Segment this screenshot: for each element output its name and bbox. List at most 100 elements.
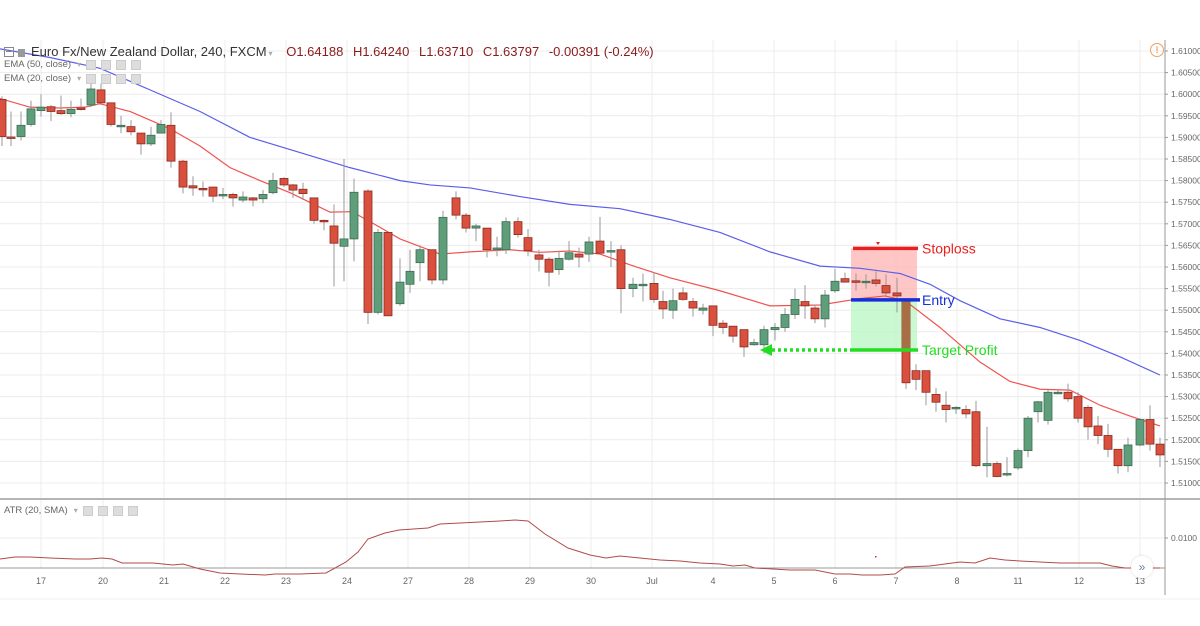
- chevron-down-icon[interactable]: ▾: [73, 506, 78, 515]
- candle: [616, 245, 626, 314]
- date-tick: 28: [464, 576, 474, 586]
- candle: [961, 405, 971, 419]
- candle: [373, 228, 383, 315]
- date-tick: 11: [1013, 576, 1022, 586]
- eye-icon[interactable]: [86, 73, 97, 84]
- candle: [1155, 437, 1165, 468]
- candle: [770, 323, 780, 341]
- date-tick: 5: [771, 576, 776, 586]
- chevron-down-icon[interactable]: ▾: [268, 49, 273, 58]
- price-tick: 1.56500: [1171, 240, 1200, 250]
- ema20-label[interactable]: EMA (20, close): [4, 73, 72, 84]
- plus-icon[interactable]: [116, 59, 127, 70]
- candle: [941, 391, 951, 423]
- candle: [658, 290, 668, 319]
- candle: [800, 285, 810, 319]
- candle: [718, 320, 728, 334]
- gear-icon[interactable]: [101, 59, 112, 70]
- date-tick: 30: [586, 576, 596, 586]
- date-tick: 17: [36, 576, 46, 586]
- candle: [749, 338, 759, 346]
- candle: [911, 364, 921, 391]
- ema50-label[interactable]: EMA (50, close): [4, 59, 72, 70]
- candle: [471, 223, 481, 242]
- candle: [178, 159, 188, 194]
- price-tick: 1.61000: [1171, 46, 1200, 56]
- candle: [0, 96, 7, 147]
- date-tick: 24: [342, 576, 352, 586]
- price-tick: 1.59000: [1171, 132, 1200, 142]
- price-tick: 1.60500: [1171, 68, 1200, 78]
- candle: [96, 83, 106, 105]
- candle: [739, 329, 749, 357]
- candle: [584, 236, 594, 262]
- close-icon[interactable]: [127, 505, 138, 516]
- price-tick: 1.60000: [1171, 89, 1200, 99]
- atr-label[interactable]: ATR (20, SMA): [4, 505, 68, 516]
- candle: [106, 102, 116, 127]
- date-tick: 20: [98, 576, 108, 586]
- collapse-icon[interactable]: [4, 47, 14, 57]
- ema50-legend[interactable]: EMA (50, close) ▾: [4, 59, 142, 70]
- date-tick: 29: [525, 576, 535, 586]
- candle: [298, 182, 308, 201]
- candle: [339, 159, 349, 282]
- candle: [156, 120, 166, 134]
- candle: [438, 210, 448, 285]
- candle: [628, 277, 638, 298]
- close-icon[interactable]: [131, 59, 142, 70]
- eye-icon[interactable]: [82, 505, 93, 516]
- plus-icon[interactable]: [112, 505, 123, 516]
- candle: [810, 304, 820, 324]
- candle: [1013, 448, 1023, 471]
- candle: [574, 247, 584, 268]
- candle: [951, 406, 961, 414]
- date-tick: 6: [832, 576, 837, 586]
- gear-icon[interactable]: [97, 505, 108, 516]
- plus-icon[interactable]: [116, 73, 127, 84]
- date-tick: 21: [159, 576, 169, 586]
- candle: [116, 115, 126, 134]
- ema20-legend[interactable]: EMA (20, close) ▾: [4, 73, 142, 84]
- candle: [881, 274, 891, 298]
- chevron-down-icon[interactable]: ▾: [77, 60, 82, 69]
- chevron-down-icon[interactable]: ▾: [77, 74, 82, 83]
- high-value: H1.64240: [352, 44, 410, 59]
- candle: [638, 273, 648, 302]
- price-tick: 1.54500: [1171, 327, 1200, 337]
- candle: [6, 111, 16, 147]
- candle: [564, 241, 574, 261]
- atr-legend[interactable]: ATR (20, SMA) ▾: [4, 505, 138, 516]
- candle: [606, 241, 616, 267]
- warning-icon[interactable]: !: [1150, 43, 1164, 57]
- candle: [146, 126, 156, 147]
- entry-label: Entry: [922, 292, 955, 308]
- open-value: O1.64188: [286, 44, 344, 59]
- candle: [218, 187, 228, 200]
- symbol-title[interactable]: Euro Fx/New Zealand Dollar, 240, FXCM: [31, 44, 267, 59]
- ohlc-values: O1.64188 H1.64240 L1.63710 C1.63797 -0.0…: [286, 44, 659, 59]
- flag-icon[interactable]: [18, 49, 25, 57]
- price-tick: 1.56000: [1171, 262, 1200, 272]
- eye-icon[interactable]: [86, 59, 97, 70]
- date-tick: 22: [220, 576, 230, 586]
- stoploss-label: Stoploss: [922, 240, 976, 256]
- change-value: -0.00391 (-0.24%): [548, 44, 654, 59]
- candle: [405, 249, 415, 293]
- candle: [871, 271, 881, 287]
- gear-icon[interactable]: [101, 73, 112, 84]
- candle: [595, 216, 605, 255]
- scroll-to-realtime-button[interactable]: »: [1131, 556, 1153, 578]
- candle: [1073, 392, 1083, 423]
- price-tick: 1.58500: [1171, 154, 1200, 164]
- price-tick: 1.53500: [1171, 370, 1200, 380]
- close-icon[interactable]: [131, 73, 142, 84]
- candle: [228, 192, 238, 207]
- candle: [329, 204, 339, 287]
- candle: [523, 228, 533, 257]
- candle: [688, 298, 698, 317]
- candle: [1103, 423, 1113, 458]
- candle: [16, 111, 26, 141]
- price-tick: 1.53000: [1171, 392, 1200, 402]
